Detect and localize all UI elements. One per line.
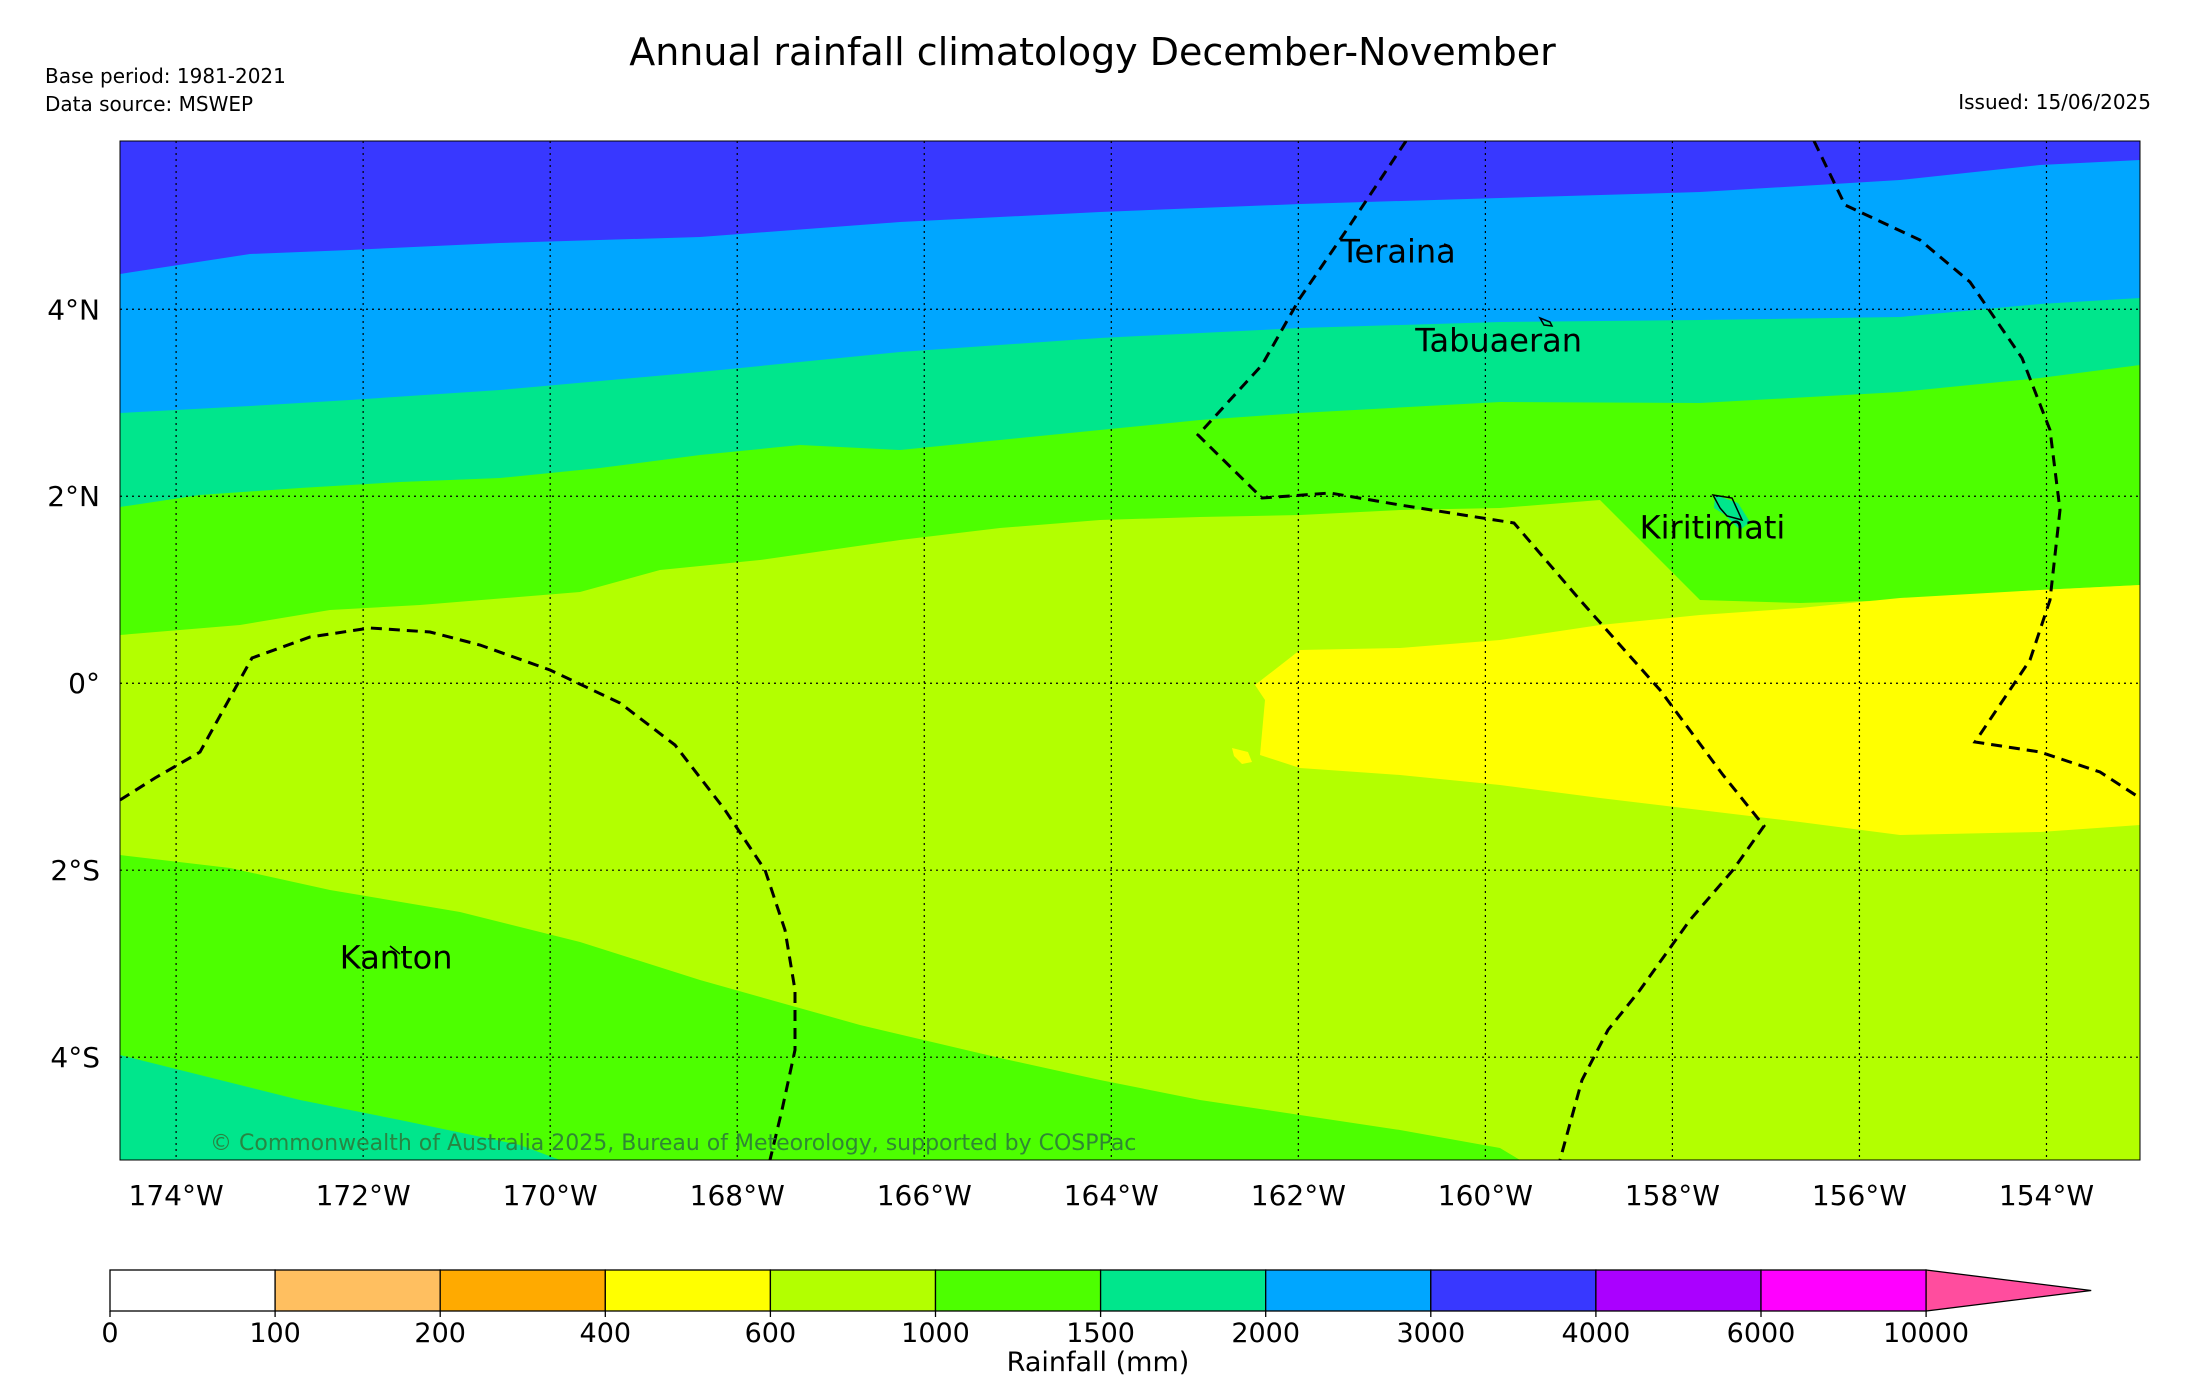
colorbar-swatch (1265, 1269, 1432, 1312)
colorbar: 0 100 200 400 600 1000 1500 2000 3000 4000 6000 100… (101, 1269, 2092, 1349)
colorbar-swatch (934, 1269, 1102, 1312)
lon-tick-label: 172°W (316, 1179, 411, 1212)
colorbar-swatch (274, 1269, 441, 1312)
issued-date-text: Issued: 15/06/2025 (1958, 90, 2151, 114)
lon-tick-label: 154°W (1999, 1179, 2094, 1212)
colorbar-tick-label: 4000 (1562, 1318, 1631, 1349)
lat-tick-label: 0° (68, 667, 100, 700)
colorbar-tick-label: 1000 (901, 1318, 970, 1349)
eez-boundary-line-islands-east (1812, 141, 2140, 800)
graticule-grid (120, 141, 2140, 1160)
colorbar-swatch (1430, 1269, 1597, 1312)
eez-boundary-line-islands-north (1195, 141, 1766, 1160)
lon-tick-label: 168°W (690, 1179, 785, 1212)
lon-tick-label: 158°W (1625, 1179, 1720, 1212)
colorbar-swatch (439, 1269, 606, 1312)
lat-tick-label: 4°N (47, 293, 100, 326)
map-title: Annual rainfall climatology December-Nov… (629, 30, 1556, 74)
lon-tick-label: 156°W (1812, 1179, 1907, 1212)
rain-band-1500-2000-south (120, 1055, 560, 1160)
rain-band-400-600 (1255, 585, 2140, 835)
place-label-kiritimati: Kiritimati (1640, 508, 1786, 546)
colorbar-label: Rainfall (mm) (1007, 1347, 1190, 1378)
lat-tick-label: 2°N (47, 480, 100, 513)
axis-tick-labels: 174°W 172°W 170°W 168°W 166°W 164°W 162°W 160°W… (47, 293, 2094, 1212)
colorbar-swatch (604, 1269, 772, 1312)
colorbar-tick-label: 400 (580, 1318, 632, 1349)
colorbar-tick-label: 6000 (1727, 1318, 1796, 1349)
lon-tick-label: 170°W (503, 1179, 598, 1212)
colorbar-swatch (109, 1269, 276, 1312)
colorbar-swatch (769, 1269, 937, 1312)
kiritimati-coastline (1711, 494, 1744, 522)
eez-boundary-phoenix-islands (120, 626, 797, 1160)
base-period-text: Base period: 1981-2021 (45, 64, 286, 88)
rain-band-3000-4000 (120, 141, 2140, 274)
colorbar-tick-label: 600 (745, 1318, 797, 1349)
lat-tick-label: 2°S (50, 854, 100, 887)
colorbar-extend-arrow (1925, 1269, 2092, 1312)
map-frame (119, 140, 2141, 1161)
colorbar-tick-label: 10000 (1883, 1318, 1969, 1349)
colorbar-swatch (1099, 1269, 1267, 1312)
place-label-teraina: Teraina (1339, 233, 1455, 271)
lon-tick-label: 164°W (1064, 1179, 1159, 1212)
colorbar-tick-label: 100 (249, 1318, 301, 1349)
copyright-notice: © Commonwealth of Australia 2025, Bureau… (210, 1131, 1136, 1156)
lon-tick-label: 174°W (129, 1179, 224, 1212)
rain-band-400-600-islet (1232, 748, 1252, 764)
tabuaeran-coastline (1538, 316, 1554, 327)
colorbar-tick-label: 3000 (1396, 1318, 1465, 1349)
place-label-tabuaeran: Tabuaeran (1414, 321, 1582, 359)
colorbar-tick-label: 200 (414, 1318, 466, 1349)
colorbar-swatch (1595, 1269, 1762, 1312)
data-source-text: Data source: MSWEP (45, 92, 254, 116)
colorbar-tick-label: 2000 (1231, 1318, 1300, 1349)
colorbar-swatch (1760, 1269, 1927, 1312)
kiritimati-island (1714, 495, 1750, 530)
place-labels: Teraina Tabuaeran Kiritimati Kanton (340, 233, 1785, 977)
colorbar-tick-label: 0 (101, 1318, 118, 1349)
kanton-coastline (389, 945, 401, 955)
eez-boundaries (120, 141, 2140, 1160)
map-plot-area (120, 141, 2140, 1160)
lat-tick-label: 4°S (50, 1041, 100, 1074)
teraina-coastline (1443, 243, 1451, 247)
lon-tick-label: 160°W (1438, 1179, 1533, 1212)
colorbar-tick-label: 1500 (1066, 1318, 1135, 1349)
place-label-kanton: Kanton (340, 938, 453, 976)
rain-band-1000-1500-south (120, 855, 1520, 1160)
lon-tick-label: 162°W (1251, 1179, 1346, 1212)
lon-tick-label: 166°W (877, 1179, 972, 1212)
